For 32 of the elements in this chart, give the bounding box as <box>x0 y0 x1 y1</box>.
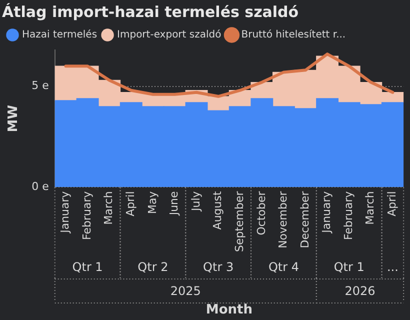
text: Qtr 2 <box>138 260 168 274</box>
y-axis-title: MW <box>6 104 22 132</box>
x-tick-label: January <box>320 190 334 234</box>
text: Qtr 1 <box>72 260 103 274</box>
x-tick-label: December <box>298 190 312 248</box>
x-tick-label: April <box>124 191 137 216</box>
x-tick-label: January <box>58 190 72 234</box>
text: 2025 <box>170 284 201 298</box>
x-axis-title: Month <box>206 302 253 318</box>
x-tick-label: March <box>102 191 116 225</box>
x-tick-label: October <box>254 190 268 236</box>
legend-label: Hazai termelés <box>22 30 98 41</box>
text: Qtr 1 <box>334 260 364 274</box>
x-tick-label: September <box>232 190 246 252</box>
x-tick-label: April <box>386 191 399 216</box>
x-tick-label: June <box>168 190 181 216</box>
x-tick-label: February <box>342 190 355 240</box>
chart-title: Átlag import-hazai termelés szaldó <box>2 2 299 21</box>
x-tick-label: May <box>146 190 159 214</box>
legend-label: Import-export szaldó <box>117 30 222 41</box>
text: ... <box>386 260 398 274</box>
y-tick-label: 0 e <box>32 180 50 194</box>
x-tick-label: November <box>276 190 290 248</box>
x-tick-label: July <box>189 190 202 212</box>
legend-label: Bruttó hitelesített r... <box>241 30 346 41</box>
x-tick-label: February <box>80 190 94 240</box>
text: 2026 <box>344 284 376 298</box>
x-tick-label: August <box>211 190 224 230</box>
text: Qtr 4 <box>268 260 299 274</box>
x-tick-label: March <box>364 191 377 225</box>
text: Qtr 3 <box>203 260 234 274</box>
y-tick-label: 5 e <box>32 79 50 92</box>
